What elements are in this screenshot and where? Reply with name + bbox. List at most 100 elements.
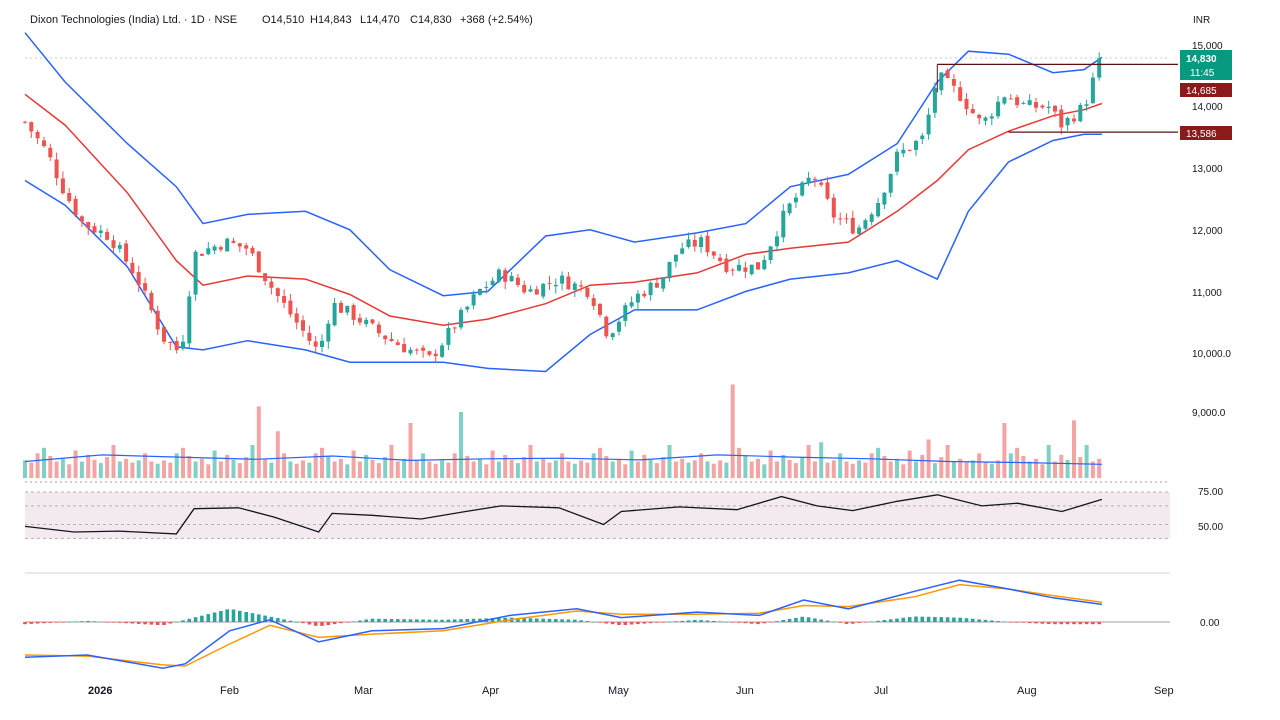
candle-body	[490, 280, 495, 286]
volume-bar	[218, 461, 223, 478]
candle-body	[876, 203, 881, 217]
volume-bar	[269, 462, 274, 478]
candle-body	[699, 237, 704, 247]
candle-body	[926, 114, 931, 135]
candle-body	[73, 198, 78, 216]
macd-histogram-bar	[149, 622, 154, 625]
macd-histogram-bar	[105, 622, 109, 623]
volume-bar	[1040, 464, 1045, 479]
candle-body	[844, 218, 849, 220]
volume-bar	[149, 461, 154, 478]
volume-bar	[60, 458, 65, 479]
candle-body	[370, 319, 375, 324]
volume-bar	[686, 462, 691, 478]
macd-histogram-bar	[1091, 622, 1095, 625]
macd-histogram-bar	[939, 617, 944, 622]
volume-pane	[23, 384, 1102, 479]
macd-histogram-bar	[629, 622, 634, 625]
volume-bar	[332, 461, 337, 478]
volume-bar	[23, 460, 27, 478]
candle-body	[964, 99, 969, 110]
volume-bar	[591, 453, 596, 479]
volume-bar	[181, 447, 185, 479]
x-tick-label: 2026	[88, 685, 112, 697]
y-tick-label: 10,000.0	[1192, 349, 1231, 360]
macd-histogram-bar	[332, 622, 337, 625]
candle-body	[970, 109, 975, 114]
macd-histogram-bar	[1097, 622, 1101, 625]
volume-bar	[1065, 459, 1070, 479]
macd-histogram-bar	[522, 618, 526, 622]
candle-body	[301, 320, 305, 331]
macd-histogram-bar	[895, 618, 899, 622]
candle-body	[768, 246, 773, 260]
macd-histogram-bar	[636, 622, 640, 625]
macd-histogram-bar	[396, 619, 400, 622]
chart-header: Dixon Technologies (India) Ltd. · 1D · N…	[30, 14, 1210, 26]
candle-body	[282, 296, 287, 303]
candle-body	[831, 197, 836, 218]
macd-histogram-bar	[945, 617, 950, 622]
candle-body	[775, 236, 779, 247]
candle-body	[541, 283, 546, 297]
candle-body	[395, 342, 400, 346]
macd-histogram-bar	[23, 622, 27, 625]
macd-histogram-bar	[901, 617, 906, 622]
volume-bar	[528, 445, 533, 478]
candle-body	[661, 277, 666, 289]
volume-bar	[478, 458, 482, 479]
volume-bar	[326, 456, 331, 478]
volume-bar	[863, 462, 868, 478]
candle-body	[756, 262, 760, 270]
volume-bar	[781, 454, 786, 478]
chart-title: Dixon Technologies (India) Ltd. · 1D · N…	[30, 14, 237, 26]
macd-histogram-bar	[1046, 622, 1051, 624]
volume-bar	[282, 453, 287, 479]
volume-bar	[1059, 454, 1064, 478]
volume-bar	[635, 461, 640, 478]
candle-body	[705, 235, 710, 253]
candle-body	[29, 122, 34, 132]
macd-histogram-bar	[263, 615, 267, 622]
y-tick-label: 15,000	[1192, 41, 1223, 52]
candle-body	[882, 192, 887, 205]
upper-level-value: 14,685	[1186, 86, 1217, 97]
volume-bar	[48, 456, 53, 478]
volume-bar	[143, 453, 148, 479]
volume-bar	[301, 460, 305, 478]
macd-histogram-bar	[876, 620, 880, 622]
volume-bar	[642, 454, 647, 478]
candle-body	[958, 87, 963, 101]
volume-bar	[768, 450, 773, 478]
macd-histogram-bar	[977, 619, 981, 622]
macd-histogram-bar	[547, 618, 552, 622]
volume-bar	[459, 412, 463, 478]
macd-histogram-bar	[61, 622, 65, 623]
candle-body	[730, 269, 735, 271]
volume-bar	[869, 453, 874, 479]
volume-bar	[756, 458, 760, 479]
macd-histogram-bar	[1002, 621, 1007, 623]
macd-histogram-bar	[364, 619, 368, 622]
macd-histogram-bar	[99, 621, 103, 623]
volume-bar	[598, 447, 602, 479]
candle-body	[819, 182, 824, 185]
rsi-tick-label: 75.00	[1198, 487, 1223, 498]
macd-tick-label: 0.00	[1200, 618, 1220, 629]
candle-body	[800, 182, 805, 196]
x-tick-label: Feb	[220, 685, 239, 697]
x-tick-label: Jul	[874, 685, 888, 697]
candle-body	[673, 254, 678, 262]
volume-bar	[1078, 457, 1083, 478]
candle-body	[376, 324, 381, 334]
candle-body	[1040, 105, 1045, 108]
volume-bar	[895, 458, 899, 479]
candle-body	[288, 300, 293, 315]
candle-body	[604, 316, 609, 337]
macd-histogram-bar	[143, 622, 147, 625]
rsi-tick-label: 50.00	[1198, 522, 1223, 533]
candle-body	[471, 294, 476, 306]
macd-histogram-bar	[433, 619, 438, 622]
macd-histogram-bar	[642, 622, 647, 624]
